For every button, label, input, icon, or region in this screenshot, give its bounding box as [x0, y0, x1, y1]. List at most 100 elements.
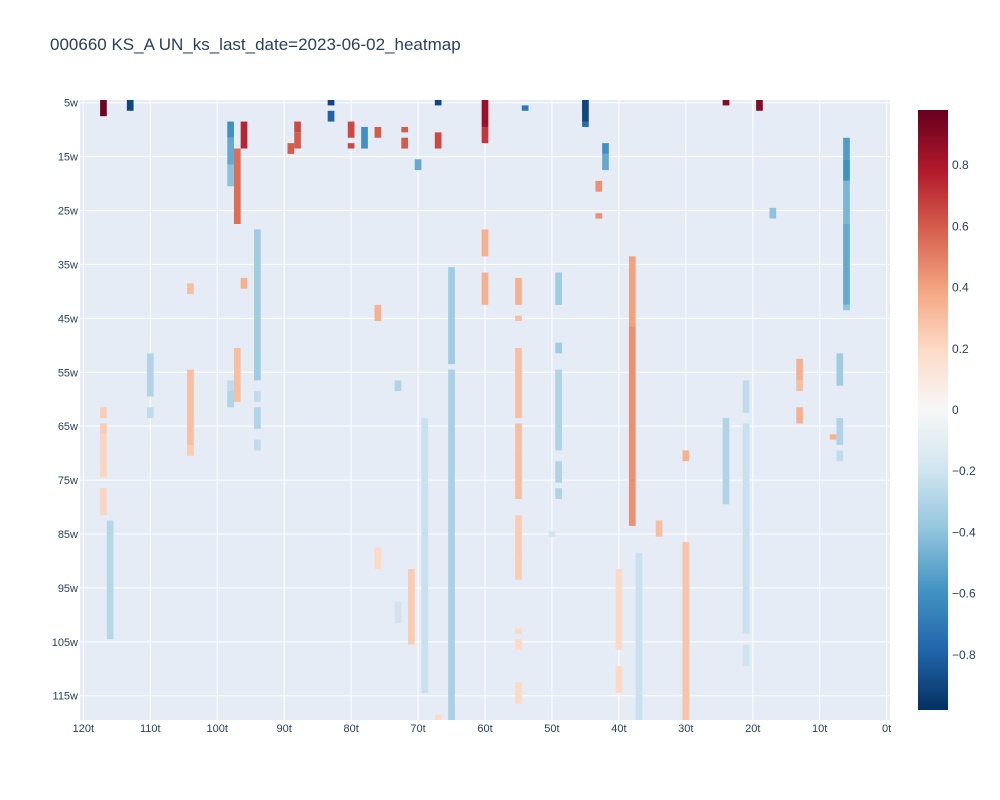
heatmap-cell: [227, 380, 234, 392]
heatmap-cell: [146, 353, 154, 397]
heatmap-cell: [374, 126, 382, 138]
x-tick-label: 90t: [277, 723, 292, 735]
heatmap-cell: [240, 121, 248, 149]
heatmap-cell: [742, 380, 750, 413]
heatmap-cell: [106, 520, 114, 640]
heatmap-cell: [240, 277, 248, 289]
heatmap-cell: [742, 423, 750, 634]
heatmap-cell: [628, 326, 636, 526]
heatmap-cell: [555, 488, 562, 499]
heatmap-cell: [548, 531, 556, 537]
x-tick-label: 100t: [207, 723, 228, 735]
heatmap-cell: [126, 100, 134, 111]
y-axis-ticks: 5w 15w 25w 35w 45w 55w 65w 75w 85w 95w 105w 115w: [52, 98, 78, 703]
heatmap-cells: [100, 100, 850, 720]
y-tick-label: 35w: [58, 259, 78, 271]
heatmap-cell: [682, 542, 690, 720]
heatmap-cell: [655, 520, 663, 537]
heatmap-cell: [582, 121, 589, 127]
heatmap-cell: [515, 558, 522, 580]
heatmap-cell: [394, 380, 402, 392]
colorbar-tick-label: 0.2: [952, 342, 969, 356]
heatmap-cell: [327, 110, 335, 122]
heatmap-cell: [515, 423, 522, 451]
heatmap-cell: [843, 224, 850, 305]
heatmap-cell: [233, 148, 241, 224]
heatmap-cell: [615, 569, 623, 650]
heatmap-cell: [796, 380, 803, 392]
heatmap-cell: [414, 159, 422, 171]
heatmap-cell: [327, 100, 335, 106]
y-tick-label: 15w: [58, 152, 78, 164]
y-tick-label: 65w: [58, 421, 78, 433]
heatmap-cell: [294, 121, 301, 133]
x-tick-label: 80t: [343, 723, 358, 735]
heatmap-cell: [843, 180, 850, 224]
heatmap-cell: [515, 639, 522, 650]
heatmap-cell: [374, 547, 382, 570]
heatmap-cell: [448, 369, 455, 720]
heatmap-cell: [374, 304, 382, 322]
heatmap-cell: [347, 143, 355, 149]
heatmap-cell: [836, 353, 844, 386]
chart-title: 000660 KS_A UN_ks_last_date=2023-06-02_h…: [50, 35, 461, 54]
heatmap-cell: [187, 283, 194, 295]
heatmap-cell: [595, 180, 603, 192]
y-tick-label: 25w: [58, 206, 78, 218]
heatmap-cell: [555, 342, 562, 354]
x-tick-label: 40t: [611, 723, 626, 735]
x-tick-label: 30t: [678, 723, 693, 735]
heatmap-cell: [836, 450, 844, 462]
heatmap-cell: [742, 644, 750, 667]
heatmap-cell: [481, 100, 489, 127]
heatmap-cell: [722, 418, 730, 505]
heatmap-cell: [515, 525, 522, 559]
colorbar-tick-label: −0.2: [952, 464, 976, 478]
heatmap-cell: [635, 552, 643, 720]
x-tick-label: 60t: [477, 723, 492, 735]
x-tick-label: 50t: [544, 723, 559, 735]
heatmap-cell: [254, 229, 261, 381]
heatmap-cell: [227, 164, 234, 187]
heatmap-cell: [100, 407, 107, 419]
x-tick-label: 20t: [745, 723, 760, 735]
heatmap-cell: [254, 407, 261, 429]
heatmap-cell: [796, 358, 803, 381]
colorbar-tick-label: 0.6: [952, 219, 969, 233]
heatmap-cell: [521, 105, 529, 111]
heatmap-cell: [481, 272, 489, 305]
colorbar-tick-label: 0: [952, 403, 959, 417]
heatmap-cell: [555, 461, 562, 483]
colorbar-tick-label: 0.4: [952, 281, 969, 295]
colorbar-ticks: 0.8 0.6 0.4 0.2 0 −0.2 −0.4 −0.6 −0.8: [952, 158, 976, 662]
heatmap-cell: [401, 137, 409, 149]
gridlines: [80, 100, 890, 720]
colorbar-tick-label: −0.8: [952, 648, 976, 662]
heatmap-cell: [682, 450, 690, 462]
heatmap-cell: [146, 407, 154, 419]
heatmap-cell: [615, 666, 623, 694]
x-tick-label: 10t: [812, 723, 827, 735]
heatmap-cell: [187, 445, 194, 456]
heatmap-cell: [515, 315, 522, 322]
heatmap-cell: [227, 137, 234, 165]
heatmap-cell: [100, 100, 107, 117]
heatmap-cell: [361, 126, 368, 149]
heatmap-cell: [515, 515, 522, 526]
y-tick-label: 95w: [58, 583, 78, 595]
y-tick-label: 115w: [53, 691, 79, 703]
colorbar-tick-label: 0.8: [952, 158, 969, 172]
heatmap-cell: [434, 100, 442, 106]
heatmap-cell: [555, 369, 562, 451]
heatmap-cell: [602, 143, 609, 154]
heatmap-cell: [481, 229, 489, 257]
heatmap-cell: [408, 569, 415, 634]
heatmap-cell: [829, 434, 837, 440]
heatmap-cell: [515, 682, 522, 704]
heatmap-cell: [595, 213, 603, 219]
x-tick-label: 70t: [410, 723, 425, 735]
y-tick-label: 55w: [58, 367, 78, 379]
heatmap-cell: [628, 256, 636, 327]
heatmap-cell: [582, 100, 589, 122]
heatmap-cell: [227, 121, 234, 138]
